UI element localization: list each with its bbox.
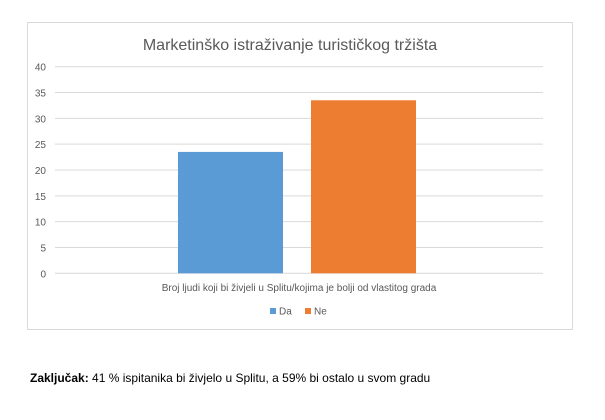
bar-da [178, 151, 283, 274]
bar-ne [311, 100, 416, 274]
legend-swatch [305, 308, 311, 314]
conclusion-label: Zaključak: [30, 371, 89, 385]
bar-chart: Marketinško istraživanje turističkog trž… [35, 37, 543, 318]
y-tick-label: 10 [35, 218, 47, 229]
chart-container [27, 22, 573, 330]
y-tick-label: 35 [35, 89, 47, 100]
y-tick-label: 40 [35, 63, 47, 74]
legend-label: Da [279, 307, 292, 318]
y-tick-label: 0 [40, 269, 46, 280]
y-tick-label: 25 [35, 140, 47, 151]
chart-title: Marketinško istraživanje turističkog trž… [143, 37, 437, 54]
y-tick-label: 5 [40, 243, 46, 254]
conclusion-text: 41 % ispitanika bi živjelo u Splitu, a 5… [88, 371, 431, 385]
y-tick-label: 30 [35, 114, 47, 125]
y-tick-label: 20 [35, 166, 47, 177]
legend-swatch [270, 308, 276, 314]
y-tick-label: 15 [35, 192, 47, 203]
conclusion: Zaključak: 41 % ispitanika bi živjelo u … [30, 371, 430, 385]
category-label: Broj ljudi koji bi živjeli u Splitu/koji… [162, 283, 437, 294]
legend-label: Ne [314, 307, 327, 318]
